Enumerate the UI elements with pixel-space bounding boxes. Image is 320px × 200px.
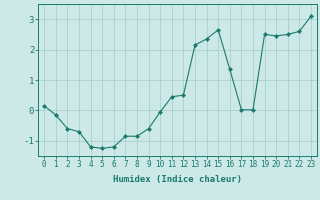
X-axis label: Humidex (Indice chaleur): Humidex (Indice chaleur)	[113, 175, 242, 184]
